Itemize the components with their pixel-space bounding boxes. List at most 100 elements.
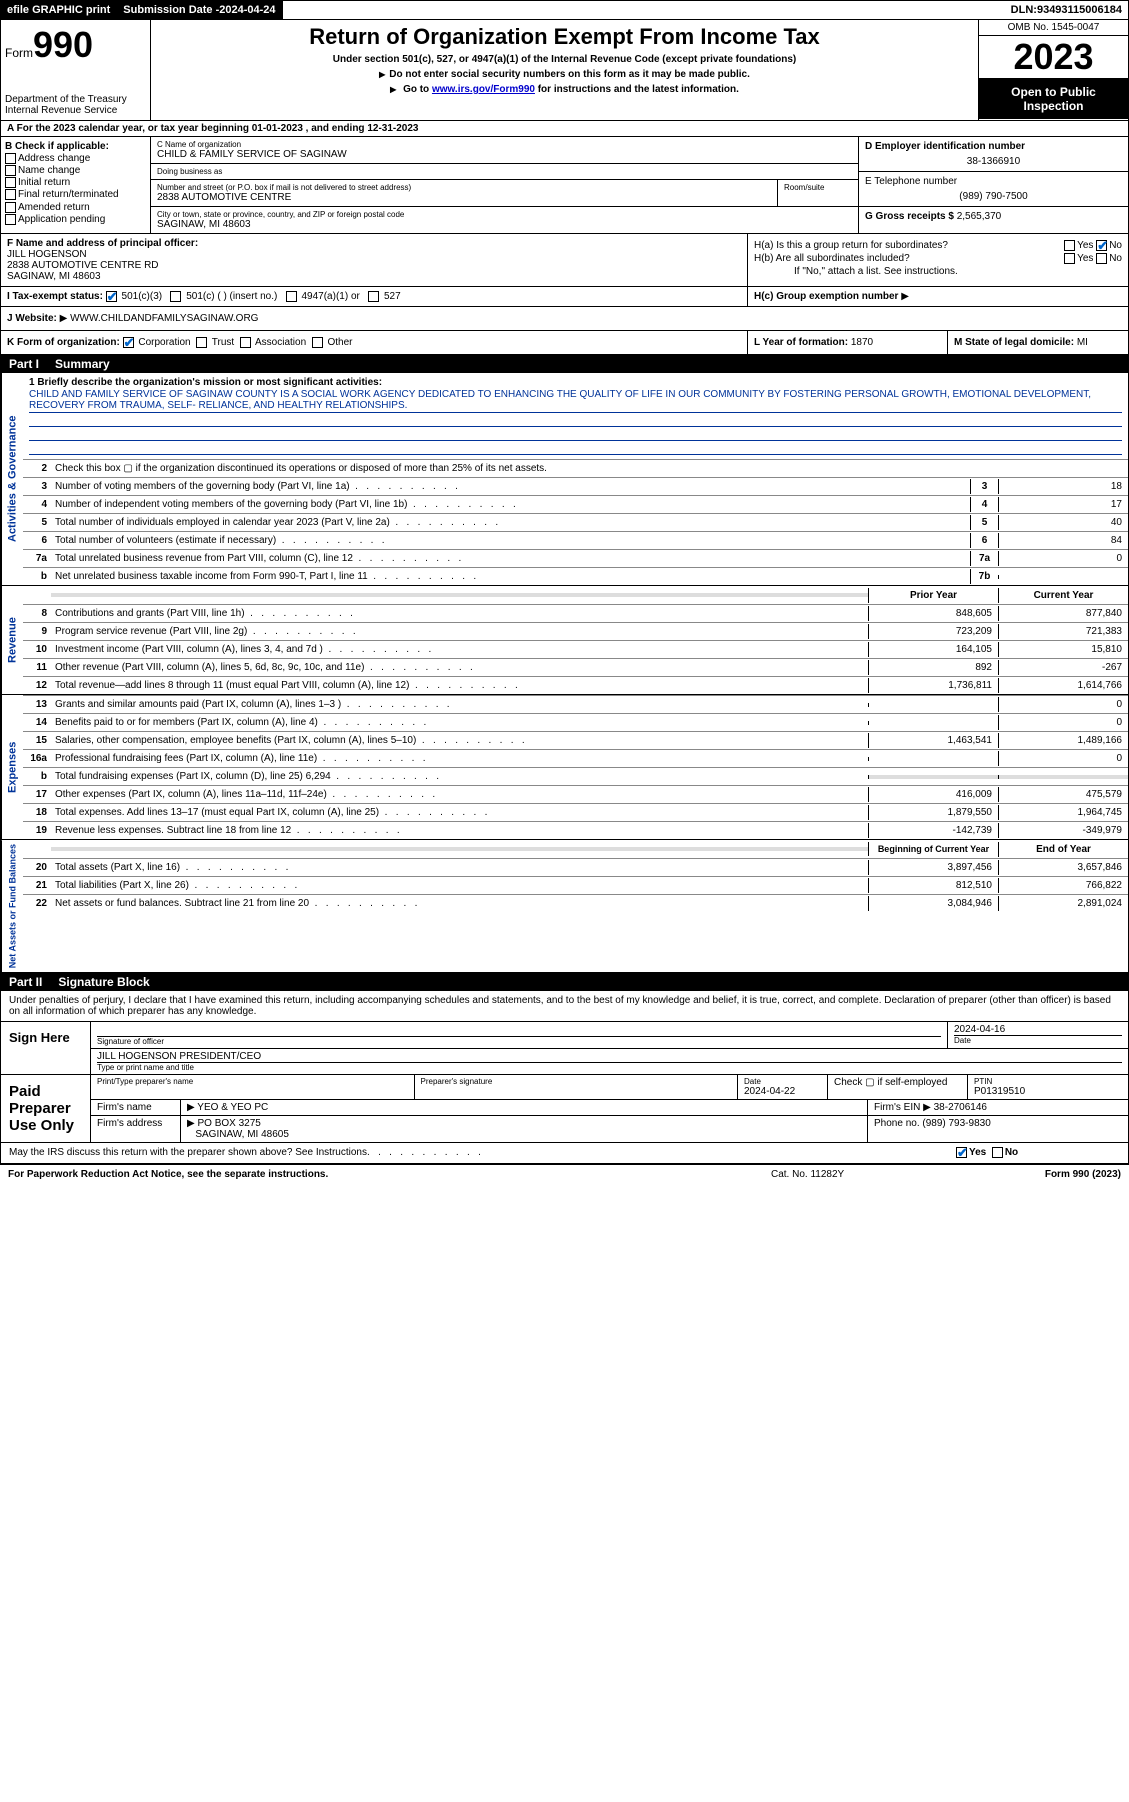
subtitle-1: Under section 501(c), 527, or 4947(a)(1)… [159, 54, 970, 65]
gov-line-6: 6Total number of volunteers (estimate if… [23, 531, 1128, 549]
officer-name: JILL HOGENSON [7, 249, 741, 260]
gross-value: 2,565,370 [957, 211, 1002, 222]
check-application-pending[interactable]: Application pending [5, 214, 146, 225]
check-amended-return[interactable]: Amended return [5, 202, 146, 213]
other-checkbox[interactable] [312, 337, 323, 348]
mission-text: CHILD AND FAMILY SERVICE OF SAGINAW COUN… [29, 388, 1122, 413]
4947-checkbox[interactable] [286, 291, 297, 302]
check-final-return[interactable]: Final return/terminated [5, 189, 146, 200]
check-name-change[interactable]: Name change [5, 165, 146, 176]
phone-value: (989) 790-7500 [865, 191, 1122, 202]
discuss-row: May the IRS discuss this return with the… [1, 1143, 1128, 1163]
form-number: Form990 [5, 24, 146, 66]
ein-label: D Employer identification number [865, 141, 1122, 152]
line-11: 11Other revenue (Part VIII, column (A), … [23, 658, 1128, 676]
discuss-yes-checkbox[interactable] [956, 1147, 967, 1158]
col-prior-header: Prior Year [868, 588, 998, 603]
form-title: Return of Organization Exempt From Incom… [159, 24, 970, 50]
submission-cell: Submission Date - 2024-04-24 [117, 1, 282, 19]
col-current-header: Current Year [998, 588, 1128, 603]
line-b: bTotal fundraising expenses (Part IX, co… [23, 767, 1128, 785]
box-h: H(a) Is this a group return for subordin… [748, 234, 1128, 286]
website-value: WWW.CHILDANDFAMILYSAGINAW.ORG [70, 313, 258, 324]
ha-yes-checkbox[interactable] [1064, 240, 1075, 251]
signature-intro: Under penalties of perjury, I declare th… [1, 991, 1128, 1022]
line-17: 17Other expenses (Part IX, column (A), l… [23, 785, 1128, 803]
street-value: 2838 AUTOMOTIVE CENTRE [157, 192, 771, 203]
line-18: 18Total expenses. Add lines 13–17 (must … [23, 803, 1128, 821]
gov-line-b: bNet unrelated business taxable income f… [23, 567, 1128, 585]
footer-form: Form 990 (2023) [971, 1169, 1121, 1180]
trust-checkbox[interactable] [196, 337, 207, 348]
dba-label: Doing business as [157, 167, 852, 176]
self-employed-check[interactable]: Check ▢ if self-employed [828, 1075, 968, 1099]
line-12: 12Total revenue—add lines 8 through 11 (… [23, 676, 1128, 694]
omb-number: OMB No. 1545-0047 [979, 20, 1128, 36]
firm-addr-label: Firm's address [91, 1116, 181, 1142]
col-begin-header: Beginning of Current Year [868, 842, 998, 856]
room-label: Room/suite [784, 183, 852, 192]
hb-note: If "No," attach a list. See instructions… [754, 266, 1122, 277]
street-label: Number and street (or P.O. box if mail i… [157, 183, 771, 192]
line-21: 21Total liabilities (Part X, line 26)812… [23, 876, 1128, 894]
firm-name-label: Firm's name [91, 1100, 181, 1115]
gross-label: G Gross receipts $ [865, 211, 957, 222]
instructions-link-line: Go to www.irs.gov/Form990 for instructio… [159, 84, 970, 95]
irs-link[interactable]: www.irs.gov/Form990 [432, 84, 535, 95]
row-m: M State of legal domicile: MI [948, 331, 1128, 354]
city-value: SAGINAW, MI 48603 [157, 219, 852, 230]
ein-value: 38-1366910 [865, 156, 1122, 167]
dln-cell: DLN: 93493115006184 [1005, 1, 1128, 19]
assoc-checkbox[interactable] [240, 337, 251, 348]
check-initial-return[interactable]: Initial return [5, 177, 146, 188]
line-15: 15Salaries, other compensation, employee… [23, 731, 1128, 749]
officer-addr1: 2838 AUTOMOTIVE CENTRE RD [7, 260, 741, 271]
sign-here-block: Sign Here Signature of officer 2024-04-1… [1, 1022, 1128, 1075]
527-checkbox[interactable] [368, 291, 379, 302]
row-a-period: A For the 2023 calendar year, or tax yea… [1, 121, 1128, 137]
line-22: 22Net assets or fund balances. Subtract … [23, 894, 1128, 912]
paid-preparer-block: Paid Preparer Use Only Print/Type prepar… [1, 1075, 1128, 1143]
part2-header: Part II Signature Block [1, 973, 1128, 991]
firm-addr2: SAGINAW, MI 48605 [195, 1129, 289, 1140]
top-bar: efile GRAPHIC print Submission Date - 20… [0, 0, 1129, 20]
phone-label: E Telephone number [865, 176, 1122, 187]
ha-no-checkbox[interactable] [1096, 240, 1107, 251]
hb-no-checkbox[interactable] [1096, 253, 1107, 264]
gov-line-2: 2Check this box ▢ if the organization di… [23, 459, 1128, 477]
officer-typed-name: JILL HOGENSON PRESIDENT/CEO [97, 1051, 1122, 1062]
line-8: 8Contributions and grants (Part VIII, li… [23, 604, 1128, 622]
discuss-no-checkbox[interactable] [992, 1147, 1003, 1158]
501c-checkbox[interactable] [170, 291, 181, 302]
line-9: 9Program service revenue (Part VIII, lin… [23, 622, 1128, 640]
firm-name: YEO & YEO PC [197, 1102, 268, 1113]
gov-line-4: 4Number of independent voting members of… [23, 495, 1128, 513]
vlabel-revenue: Revenue [1, 586, 23, 694]
subtitle-2: Do not enter social security numbers on … [159, 69, 970, 80]
box-f: F Name and address of principal officer:… [1, 234, 748, 286]
form-header: Form990 Department of the Treasury Inter… [1, 20, 1128, 121]
line-14: 14Benefits paid to or for members (Part … [23, 713, 1128, 731]
501c3-checkbox[interactable] [106, 291, 117, 302]
hb-label: H(b) Are all subordinates included? [754, 253, 910, 264]
footer-cat: Cat. No. 11282Y [771, 1169, 971, 1180]
footer: For Paperwork Reduction Act Notice, see … [0, 1165, 1129, 1184]
row-l: L Year of formation: 1870 [748, 331, 948, 354]
hb-yes-checkbox[interactable] [1064, 253, 1075, 264]
vlabel-governance: Activities & Governance [1, 373, 23, 585]
gov-line-3: 3Number of voting members of the governi… [23, 477, 1128, 495]
row-i: I Tax-exempt status: 501(c)(3) 501(c) ( … [1, 287, 748, 306]
hc-label: H(c) Group exemption number ▶ [748, 287, 1128, 306]
corp-checkbox[interactable] [123, 337, 134, 348]
check-address-change[interactable]: Address change [5, 153, 146, 164]
officer-addr2: SAGINAW, MI 48603 [7, 271, 741, 282]
box-c: C Name of organization CHILD & FAMILY SE… [151, 137, 858, 233]
efile-label: efile GRAPHIC print [1, 1, 117, 19]
row-k: K Form of organization: Corporation Trus… [1, 331, 748, 354]
mission-block: 1 Briefly describe the organization's mi… [23, 373, 1128, 459]
gov-line-5: 5Total number of individuals employed in… [23, 513, 1128, 531]
firm-ein: 38-2706146 [934, 1102, 987, 1113]
paid-preparer-label: Paid Preparer Use Only [1, 1075, 91, 1142]
box-b-label: B Check if applicable: [5, 141, 146, 152]
officer-label: F Name and address of principal officer: [7, 238, 741, 249]
